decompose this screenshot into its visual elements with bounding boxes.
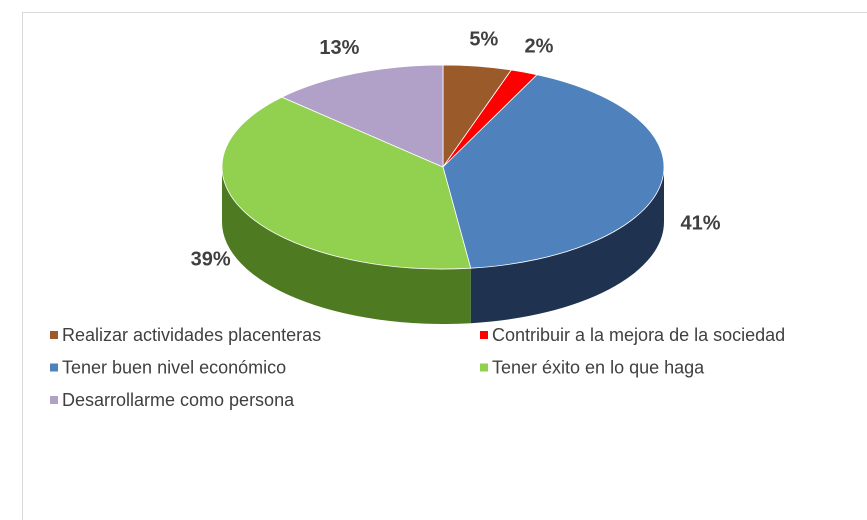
legend: Realizar actividades placenteras Contribu… — [50, 325, 785, 410]
legend-swatch — [480, 363, 488, 372]
legend-label: Realizar actividades placenteras — [62, 325, 321, 345]
legend-label: Tener buen nivel económico — [62, 357, 286, 377]
data-label: 5% — [469, 28, 498, 50]
pie-side — [470, 167, 664, 324]
legend-swatch — [50, 363, 58, 372]
pie-sides — [222, 167, 664, 325]
legend-swatch — [480, 331, 488, 339]
legend-label: Desarrollarme como persona — [62, 390, 295, 410]
data-label: 2% — [525, 35, 554, 57]
data-labels: 5% 2% 41% 39% 13% — [191, 28, 721, 270]
pie-side — [222, 167, 471, 325]
legend-swatch — [50, 331, 58, 339]
pie-slice — [280, 64, 444, 168]
legend-label: Tener éxito en lo que haga — [492, 357, 705, 377]
legend-swatch — [50, 396, 58, 404]
legend-label: Contribuir a la mejora de la sociedad — [492, 325, 785, 345]
data-label: 41% — [681, 213, 721, 235]
pie-slice — [442, 74, 665, 269]
pie-slice — [221, 96, 472, 270]
data-label: 13% — [319, 37, 359, 59]
pie-tops — [221, 64, 665, 270]
data-label: 39% — [191, 248, 231, 270]
